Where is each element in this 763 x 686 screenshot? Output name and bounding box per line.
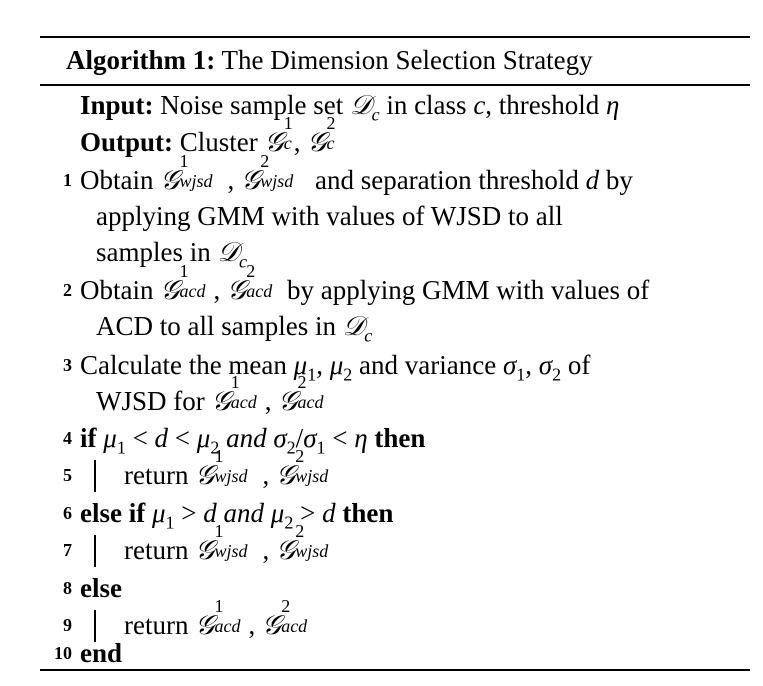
line-1-text-b: and separation threshold <box>308 165 586 195</box>
keyword-and-2: and <box>223 498 265 528</box>
line-number-3: 3 <box>63 355 72 375</box>
line-number-2: 2 <box>63 280 72 300</box>
line-1-text-c: by <box>599 165 633 195</box>
keyword-then: then <box>374 423 426 453</box>
line-number-8: 8 <box>63 578 72 598</box>
line-9-text: return <box>124 610 196 640</box>
line-number-7: 7 <box>63 540 72 560</box>
line-6: else if μ1 > d and μ2 > d then <box>80 498 394 533</box>
line-7-text: return <box>124 535 196 565</box>
line-3-text-c: of <box>561 350 591 380</box>
line-5: return 𝒢 1 wjsd, 𝒢 2 wjsd <box>124 446 329 490</box>
line-1: Obtain 𝒢 1 wjsd, 𝒢 2 wjsd and separation thr… <box>80 151 633 195</box>
keyword-and: and <box>226 423 267 453</box>
line-number-5: 5 <box>63 465 72 485</box>
line-1-text-e: samples in <box>96 237 218 267</box>
line-1-cont-b: samples in 𝒟c <box>96 237 248 272</box>
keyword-else-if: else if <box>80 498 146 528</box>
line-2: Obtain 𝒢 1 acd, 𝒢 2 acd by applying GMM with… <box>80 261 650 305</box>
line-1-text-a: Obtain <box>80 165 161 195</box>
output-label: Output: <box>80 127 174 157</box>
output-text: Cluster <box>179 127 265 157</box>
line-9: return 𝒢 1 acd, 𝒢 2 acd <box>124 596 308 640</box>
line-3-text-d: WJSD for <box>96 386 212 416</box>
block-bar <box>94 460 96 492</box>
line-8: else <box>80 569 122 607</box>
keyword-else: else <box>80 573 122 603</box>
line-2-text-b: by applying GMM with values of <box>280 275 650 305</box>
line-2-cont: ACD to all samples in 𝒟c <box>96 311 373 346</box>
algorithm-label: Algorithm 1: <box>66 45 216 75</box>
algorithm-name: The Dimension Selection Strategy <box>221 45 593 75</box>
keyword-then-2: then <box>342 498 394 528</box>
block-bar-2 <box>94 535 96 567</box>
line-number-9: 9 <box>63 615 72 635</box>
line-1-cont-a: applying GMM with values of WJSD to all <box>96 197 563 235</box>
input-text-a: Noise sample set <box>160 90 351 120</box>
line-3-cont: WJSD for 𝒢 1 acd, 𝒢 2 acd <box>96 372 324 416</box>
line-2-text-c: ACD to all samples in <box>96 311 343 341</box>
input-label: Input: <box>80 90 154 120</box>
bottom-rule <box>40 669 750 671</box>
top-rule <box>40 36 750 38</box>
line-number-10: 10 <box>54 643 72 663</box>
line-1-text-d: applying GMM with values of WJSD to all <box>96 201 563 231</box>
line-number-6: 6 <box>63 503 72 523</box>
line-10: end <box>80 634 122 672</box>
line-number-4: 4 <box>63 428 72 448</box>
input-text-c: , threshold <box>485 90 607 120</box>
line-5-text: return <box>124 460 196 490</box>
algorithm-title: Algorithm 1: The Dimension Selection Str… <box>66 42 593 78</box>
block-bar-3 <box>94 610 96 642</box>
line-3-text-a: Calculate the mean <box>80 350 294 380</box>
line-2-text-a: Obtain <box>80 275 161 305</box>
keyword-if: if <box>80 423 97 453</box>
line-number-1: 1 <box>63 170 72 190</box>
title-rule <box>40 84 750 86</box>
line-3-text-b: and variance <box>352 350 503 380</box>
line-4: if μ1 < d < μ2 and σ2/σ1 < η then <box>80 423 426 458</box>
input-text-b: in class <box>379 90 474 120</box>
keyword-end: end <box>80 638 123 668</box>
line-3: Calculate the mean μ1, μ2 and variance σ… <box>80 350 591 385</box>
input-line: Input: Noise sample set 𝒟c in class c, t… <box>80 90 620 125</box>
line-7: return 𝒢 1 wjsd, 𝒢 2 wjsd <box>124 521 329 565</box>
